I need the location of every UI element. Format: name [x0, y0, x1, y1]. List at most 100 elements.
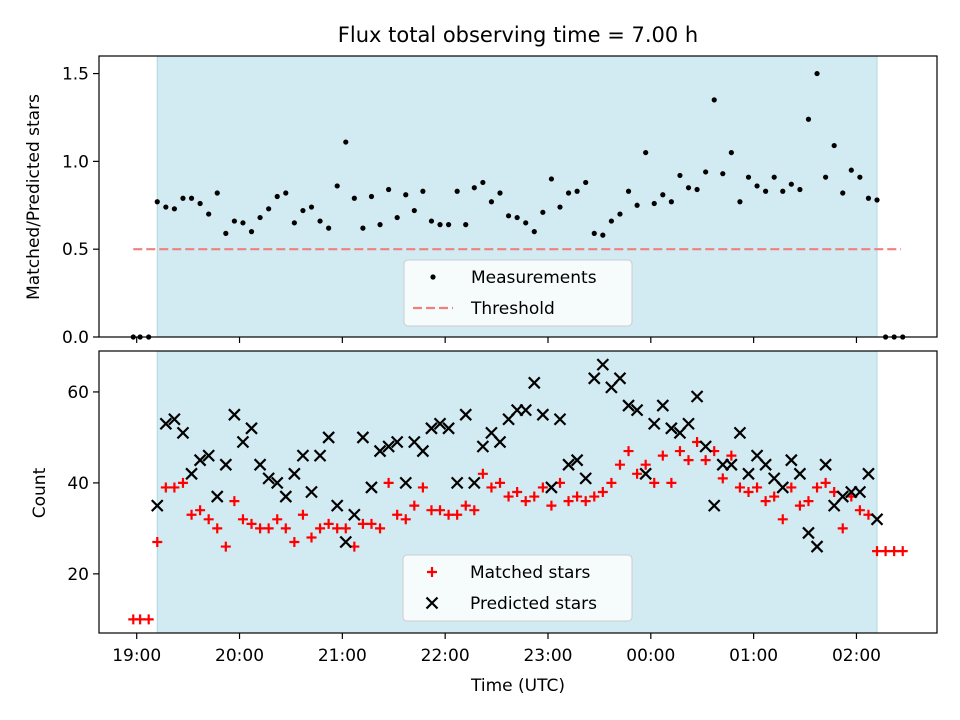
data-point [308, 204, 315, 210]
data-point [160, 482, 171, 493]
data-point [639, 467, 652, 481]
data-point [159, 417, 173, 431]
data-point [785, 453, 798, 467]
data-point [690, 390, 704, 403]
data-point [707, 499, 721, 512]
data-point [632, 468, 643, 479]
x-tick-label: 02:00 [832, 646, 881, 666]
data-point [339, 535, 353, 549]
data-point [493, 435, 507, 449]
data-point [291, 220, 297, 226]
data-point [143, 614, 154, 625]
data-point [403, 192, 409, 198]
data-point [360, 225, 366, 231]
data-point [557, 204, 563, 210]
data-point [168, 412, 181, 426]
data-point [212, 523, 223, 534]
data-point [237, 514, 248, 525]
y-tick-label: 40 [67, 474, 89, 494]
data-point [280, 523, 291, 534]
data-point [519, 403, 532, 417]
data-point [468, 476, 481, 490]
data-point [262, 472, 275, 485]
data-point [606, 477, 617, 488]
legend-marker [425, 596, 439, 610]
legend-marker [427, 567, 437, 577]
data-point [206, 211, 212, 217]
x-tick-label: 20:00 [215, 646, 264, 666]
data-point [763, 188, 769, 194]
data-point [503, 491, 514, 502]
data-point [580, 496, 591, 507]
x-tick-label: 00:00 [626, 646, 675, 666]
data-point [399, 476, 413, 490]
data-point [794, 500, 805, 511]
data-point [169, 482, 180, 493]
data-point [228, 408, 241, 421]
data-point [351, 195, 357, 201]
data-point [368, 193, 375, 200]
data-point [840, 190, 846, 196]
data-point [326, 225, 332, 231]
y-tick-label: 0.0 [62, 328, 89, 348]
data-point [296, 449, 310, 462]
bottom-y-axis-label: Count [30, 467, 50, 518]
data-point [150, 499, 164, 512]
data-point [608, 218, 614, 224]
data-point [306, 532, 317, 543]
data-point [613, 372, 627, 385]
data-point [657, 450, 668, 461]
data-point [411, 207, 417, 214]
data-point [703, 169, 709, 175]
data-point [820, 477, 831, 488]
data-point [583, 179, 589, 186]
x-tick-label: 01:00 [729, 646, 778, 666]
data-point [656, 399, 670, 412]
data-point [445, 222, 452, 228]
x-tick-label: 19:00 [112, 646, 161, 666]
data-point [874, 197, 880, 203]
data-point [348, 508, 361, 522]
data-point [420, 188, 426, 194]
data-point [373, 444, 387, 458]
bottom-panel: 20 40 60 19:00 20:00 21:00 22:00 23:00 00:00 01:0… [67, 350, 938, 666]
data-point [734, 482, 745, 493]
data-point [203, 514, 214, 525]
data-point [375, 523, 386, 534]
data-point [523, 220, 529, 226]
data-point [805, 116, 812, 122]
data-point [536, 408, 550, 421]
data-point [365, 481, 378, 494]
data-point [771, 174, 777, 180]
data-point [236, 435, 250, 449]
data-point [848, 167, 854, 173]
data-point [255, 523, 266, 534]
data-point [460, 500, 471, 511]
data-point [777, 514, 788, 525]
data-point [476, 440, 490, 453]
data-point [305, 485, 318, 499]
data-point [270, 476, 284, 490]
chart-title: Flux total observing time = 7.00 h [338, 23, 698, 47]
bottom-series-predicted-stars [150, 358, 884, 553]
data-point [471, 185, 477, 191]
data-point [435, 505, 446, 516]
data-point [176, 426, 190, 440]
data-point [193, 453, 207, 467]
data-point [700, 455, 711, 466]
data-point [390, 435, 404, 449]
data-point [812, 482, 823, 493]
data-point [297, 509, 308, 520]
data-point [313, 449, 327, 462]
data-point [720, 171, 726, 177]
data-point [640, 459, 651, 470]
data-point [810, 540, 824, 553]
data-point [717, 473, 728, 484]
data-point [623, 446, 634, 457]
data-point [343, 139, 349, 145]
data-point [223, 230, 229, 236]
data-point [600, 232, 606, 238]
data-point [625, 188, 632, 194]
data-point [668, 199, 674, 205]
data-point [394, 214, 400, 221]
